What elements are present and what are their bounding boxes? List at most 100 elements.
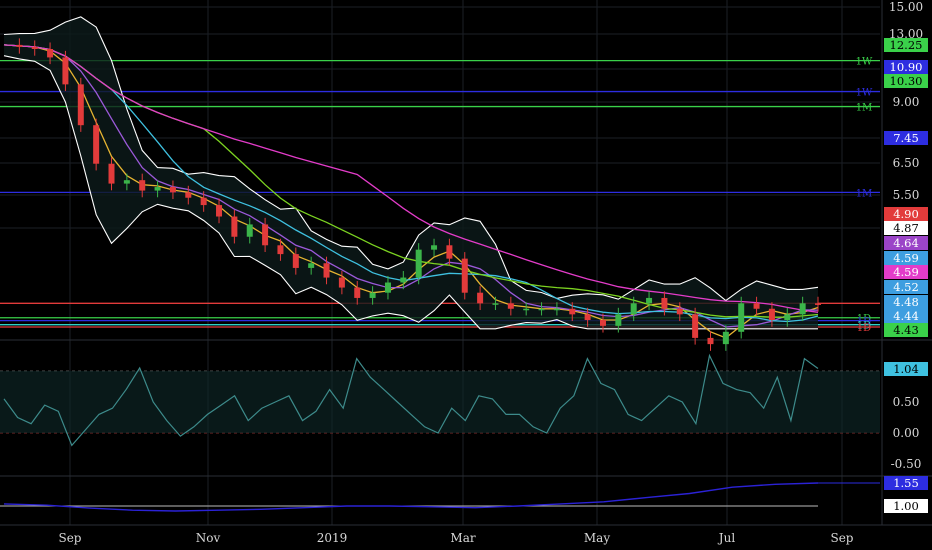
candle-body <box>415 249 422 278</box>
candlesticks <box>16 38 821 351</box>
price-tag <box>884 236 928 250</box>
candle-body <box>431 245 438 250</box>
price-tag-label: 4.48 <box>893 295 919 309</box>
price-tag-label: 4.44 <box>893 309 919 323</box>
time-axis[interactable]: Sep Nov 2019 Mar May Jul Sep <box>0 524 932 545</box>
ma-mid-line <box>3 44 819 328</box>
osc-band-fill <box>0 371 880 433</box>
candle-body <box>369 292 376 298</box>
time-tick-label: Jul <box>717 531 736 545</box>
lower-line <box>3 482 819 512</box>
lower-base-tag <box>884 499 928 513</box>
candle-body <box>384 282 391 293</box>
price-tag <box>884 60 928 74</box>
price-tick-label: 6.50 <box>893 156 920 170</box>
candle-body <box>676 308 683 315</box>
candle-body <box>707 337 714 345</box>
candle-body <box>354 287 361 298</box>
candle-body <box>446 245 453 259</box>
price-tag-label: 4.59 <box>893 265 919 279</box>
price-tag <box>884 280 928 294</box>
candle-body <box>277 245 284 255</box>
bollinger-bands <box>3 16 819 330</box>
time-tick-label: 2019 <box>317 531 348 545</box>
level-tag: 1D <box>857 321 871 332</box>
candle-body <box>338 277 345 288</box>
candle-body <box>47 49 54 58</box>
candle-body <box>722 331 729 345</box>
time-tick-label: May <box>584 531 610 545</box>
level-tag: 1M <box>856 188 873 199</box>
price-tag <box>884 265 928 279</box>
price-tag <box>884 207 928 221</box>
price-tick-label: 9.00 <box>893 95 920 109</box>
time-tick-label: Mar <box>450 531 475 545</box>
candle-body <box>523 308 530 311</box>
candle-body <box>308 263 315 268</box>
candle-body <box>93 125 100 164</box>
level-tag: 1D <box>857 317 871 328</box>
candle-body <box>738 303 745 332</box>
osc-tick-label: -0.50 <box>891 457 922 471</box>
candle-body <box>200 197 207 206</box>
price-tag-label: 10.90 <box>890 60 923 74</box>
bollinger-upper <box>3 16 819 302</box>
level-tag: 1W <box>856 57 873 68</box>
candle-body <box>400 277 407 283</box>
price-tag-label: 7.45 <box>893 131 919 145</box>
candle-body <box>31 46 38 50</box>
candle-body <box>323 263 330 278</box>
lower-base-label: 1.00 <box>893 499 919 513</box>
candle-body <box>139 180 146 191</box>
level-tag: 1D <box>857 314 871 325</box>
candle-body <box>661 297 668 309</box>
oscillator-panel <box>0 353 880 447</box>
candle-body <box>246 224 253 237</box>
level-tag: 1M <box>856 103 873 114</box>
price-tag <box>884 309 928 323</box>
candle-body <box>692 314 699 338</box>
candle-body <box>768 308 775 321</box>
candle-body <box>584 314 591 321</box>
candle-body <box>538 308 545 311</box>
candle-body <box>492 303 499 305</box>
time-tick-label: Sep <box>830 531 853 545</box>
candle-body <box>477 292 484 304</box>
candle-body <box>799 303 806 315</box>
price-tag-label: 4.87 <box>893 221 919 235</box>
candle-body <box>169 187 176 193</box>
time-tick-label: Sep <box>58 531 81 545</box>
candle-body <box>185 192 192 198</box>
price-tick-label: 15.00 <box>889 0 923 14</box>
candle-body <box>507 303 514 309</box>
candle-body <box>630 303 637 315</box>
price-tag <box>884 221 928 235</box>
candle-body <box>292 254 299 268</box>
osc-current-label: 1.04 <box>893 362 919 376</box>
price-tag <box>884 295 928 309</box>
price-tag-label: 4.59 <box>893 251 919 265</box>
candle-body <box>599 320 606 326</box>
candle-body <box>154 187 161 191</box>
price-tag <box>884 323 928 337</box>
price-tick-label: 13.00 <box>889 27 923 41</box>
candle-body <box>569 308 576 315</box>
candle-body <box>262 224 269 246</box>
candle-body <box>231 216 238 237</box>
candle-body <box>753 303 760 309</box>
price-tag <box>884 74 928 88</box>
level-tag: 1W <box>856 88 873 99</box>
candle-body <box>784 314 791 321</box>
price-tag-label: 4.43 <box>893 323 919 337</box>
price-axis[interactable]: 15.0013.0011.009.007.506.505.5012.2510.9… <box>884 0 928 513</box>
ma-longest-line <box>3 44 819 313</box>
lower-panel <box>0 482 880 512</box>
price-tag-label: 10.30 <box>890 74 923 88</box>
candle-body <box>62 57 69 85</box>
lower-current-tag <box>884 476 928 490</box>
candle-body <box>108 163 115 184</box>
candle-body <box>123 180 130 184</box>
candle-body <box>16 44 23 47</box>
bollinger-lower <box>3 55 818 330</box>
